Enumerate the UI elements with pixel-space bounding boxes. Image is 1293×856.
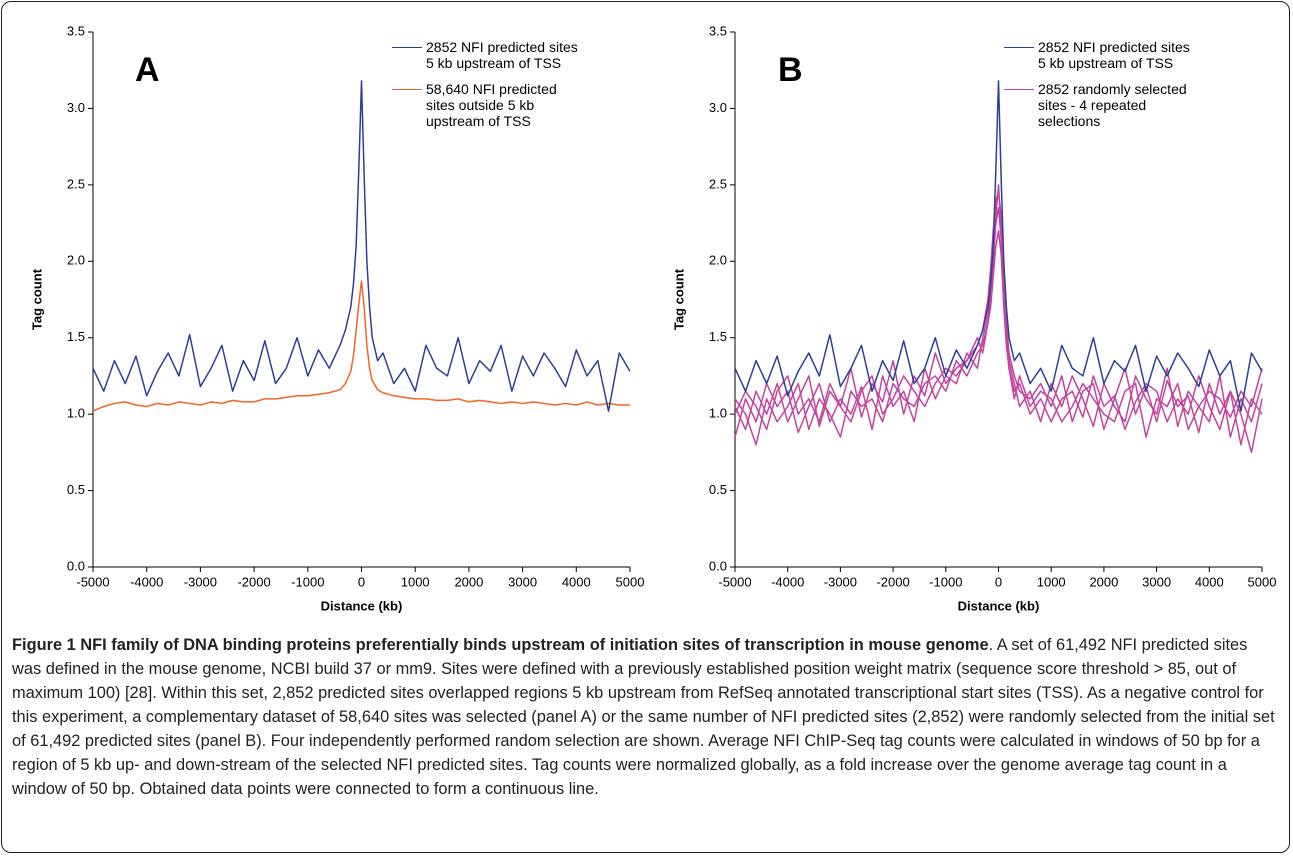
y-tick-label: 1.5: [709, 329, 727, 344]
x-tick-label: 1000: [1037, 574, 1066, 589]
x-axis-label: Distance (kb): [321, 598, 403, 613]
y-tick-label: 2.5: [709, 176, 727, 191]
panel-label: A: [135, 51, 160, 89]
x-tick-label: 4000: [562, 574, 591, 589]
charts: 0.0 0.5 1.0 1.5 2.0 2.5 3.0 3.5 -5000 -4000 -3000 -…: [29, 23, 1277, 613]
legend-item: 2852 NFI predicted sites 5 kb upstream o…: [392, 39, 578, 71]
legend-label: 2852 NFI predicted sites 5 kb upstream o…: [1038, 39, 1190, 71]
x-tick-label: -4000: [130, 574, 163, 589]
series-line: [734, 191, 1263, 446]
x-axis-label: Distance (kb): [958, 598, 1040, 613]
y-tick-label: 2.0: [67, 253, 85, 268]
y-tick-label: 0.5: [67, 482, 85, 497]
x-tick-label: 0: [358, 574, 365, 589]
x-tick-label: -2000: [237, 574, 270, 589]
caption-title: Figure 1 NFI family of DNA binding prote…: [12, 636, 989, 654]
x-tick-label: -4000: [771, 574, 804, 589]
series-line: [92, 80, 631, 412]
x-tick-label: 2000: [454, 574, 483, 589]
legend-label: 58,640 NFI predicted sites outside 5 kb …: [426, 81, 557, 129]
y-tick-label: 1.0: [67, 406, 85, 421]
y-tick-label: 3.0: [67, 100, 85, 115]
y-tick-label: 3.5: [67, 23, 85, 38]
series-line: [734, 80, 1263, 412]
y-axis-label: Tag count: [671, 268, 686, 330]
legend-swatch: [392, 47, 422, 48]
y-axis-label: Tag count: [29, 268, 44, 330]
y-tick-label: 3.5: [709, 23, 727, 38]
y-tick-label: 2.0: [709, 253, 727, 268]
x-tick-label: 1000: [401, 574, 430, 589]
x-tick-label: -1000: [929, 574, 962, 589]
x-tick-label: -2000: [876, 574, 909, 589]
x-tick-label: -3000: [184, 574, 217, 589]
y-tick-label: 0.5: [709, 482, 727, 497]
legend-swatch: [392, 89, 422, 90]
series-line: [734, 229, 1263, 454]
y-tick-label: 1.5: [67, 329, 85, 344]
x-tick-label: 5000: [1248, 574, 1277, 589]
legend: 2852 NFI predicted sites 5 kb upstream o…: [1004, 39, 1190, 139]
x-tick-label: 5000: [616, 574, 645, 589]
x-tick-label: 3000: [1142, 574, 1171, 589]
legend-label: 2852 randomly selected sites - 4 repeate…: [1038, 81, 1187, 129]
x-tick-label: 0: [995, 574, 1002, 589]
legend-item: 2852 randomly selected sites - 4 repeate…: [1004, 81, 1190, 129]
legend-item: 58,640 NFI predicted sites outside 5 kb …: [392, 81, 578, 129]
x-tick-label: -5000: [718, 574, 751, 589]
caption-text: . A set of 61,492 NFI predicted sites wa…: [12, 636, 1275, 798]
y-tick-label: 0.0: [67, 558, 85, 573]
y-tick-label: 0.0: [709, 558, 727, 573]
legend-label: 2852 NFI predicted sites 5 kb upstream o…: [426, 39, 578, 71]
x-tick-label: -3000: [824, 574, 857, 589]
caption: Figure 1 NFI family of DNA binding prote…: [12, 633, 1280, 801]
legend-swatch: [1004, 89, 1034, 90]
x-tick-label: 3000: [508, 574, 537, 589]
x-tick-label: 4000: [1195, 574, 1224, 589]
y-tick-label: 3.0: [709, 100, 727, 115]
x-tick-label: -1000: [291, 574, 324, 589]
legend-item: 2852 NFI predicted sites 5 kb upstream o…: [1004, 39, 1190, 71]
x-tick-label: -5000: [76, 574, 109, 589]
y-tick-label: 2.5: [67, 176, 85, 191]
series-line: [734, 184, 1263, 438]
legend: 2852 NFI predicted sites 5 kb upstream o…: [392, 39, 578, 139]
series-line: [92, 280, 630, 412]
panel-label: B: [778, 51, 803, 89]
legend-swatch: [1004, 47, 1034, 48]
x-tick-label: 2000: [1089, 574, 1118, 589]
y-tick-label: 1.0: [709, 406, 727, 421]
